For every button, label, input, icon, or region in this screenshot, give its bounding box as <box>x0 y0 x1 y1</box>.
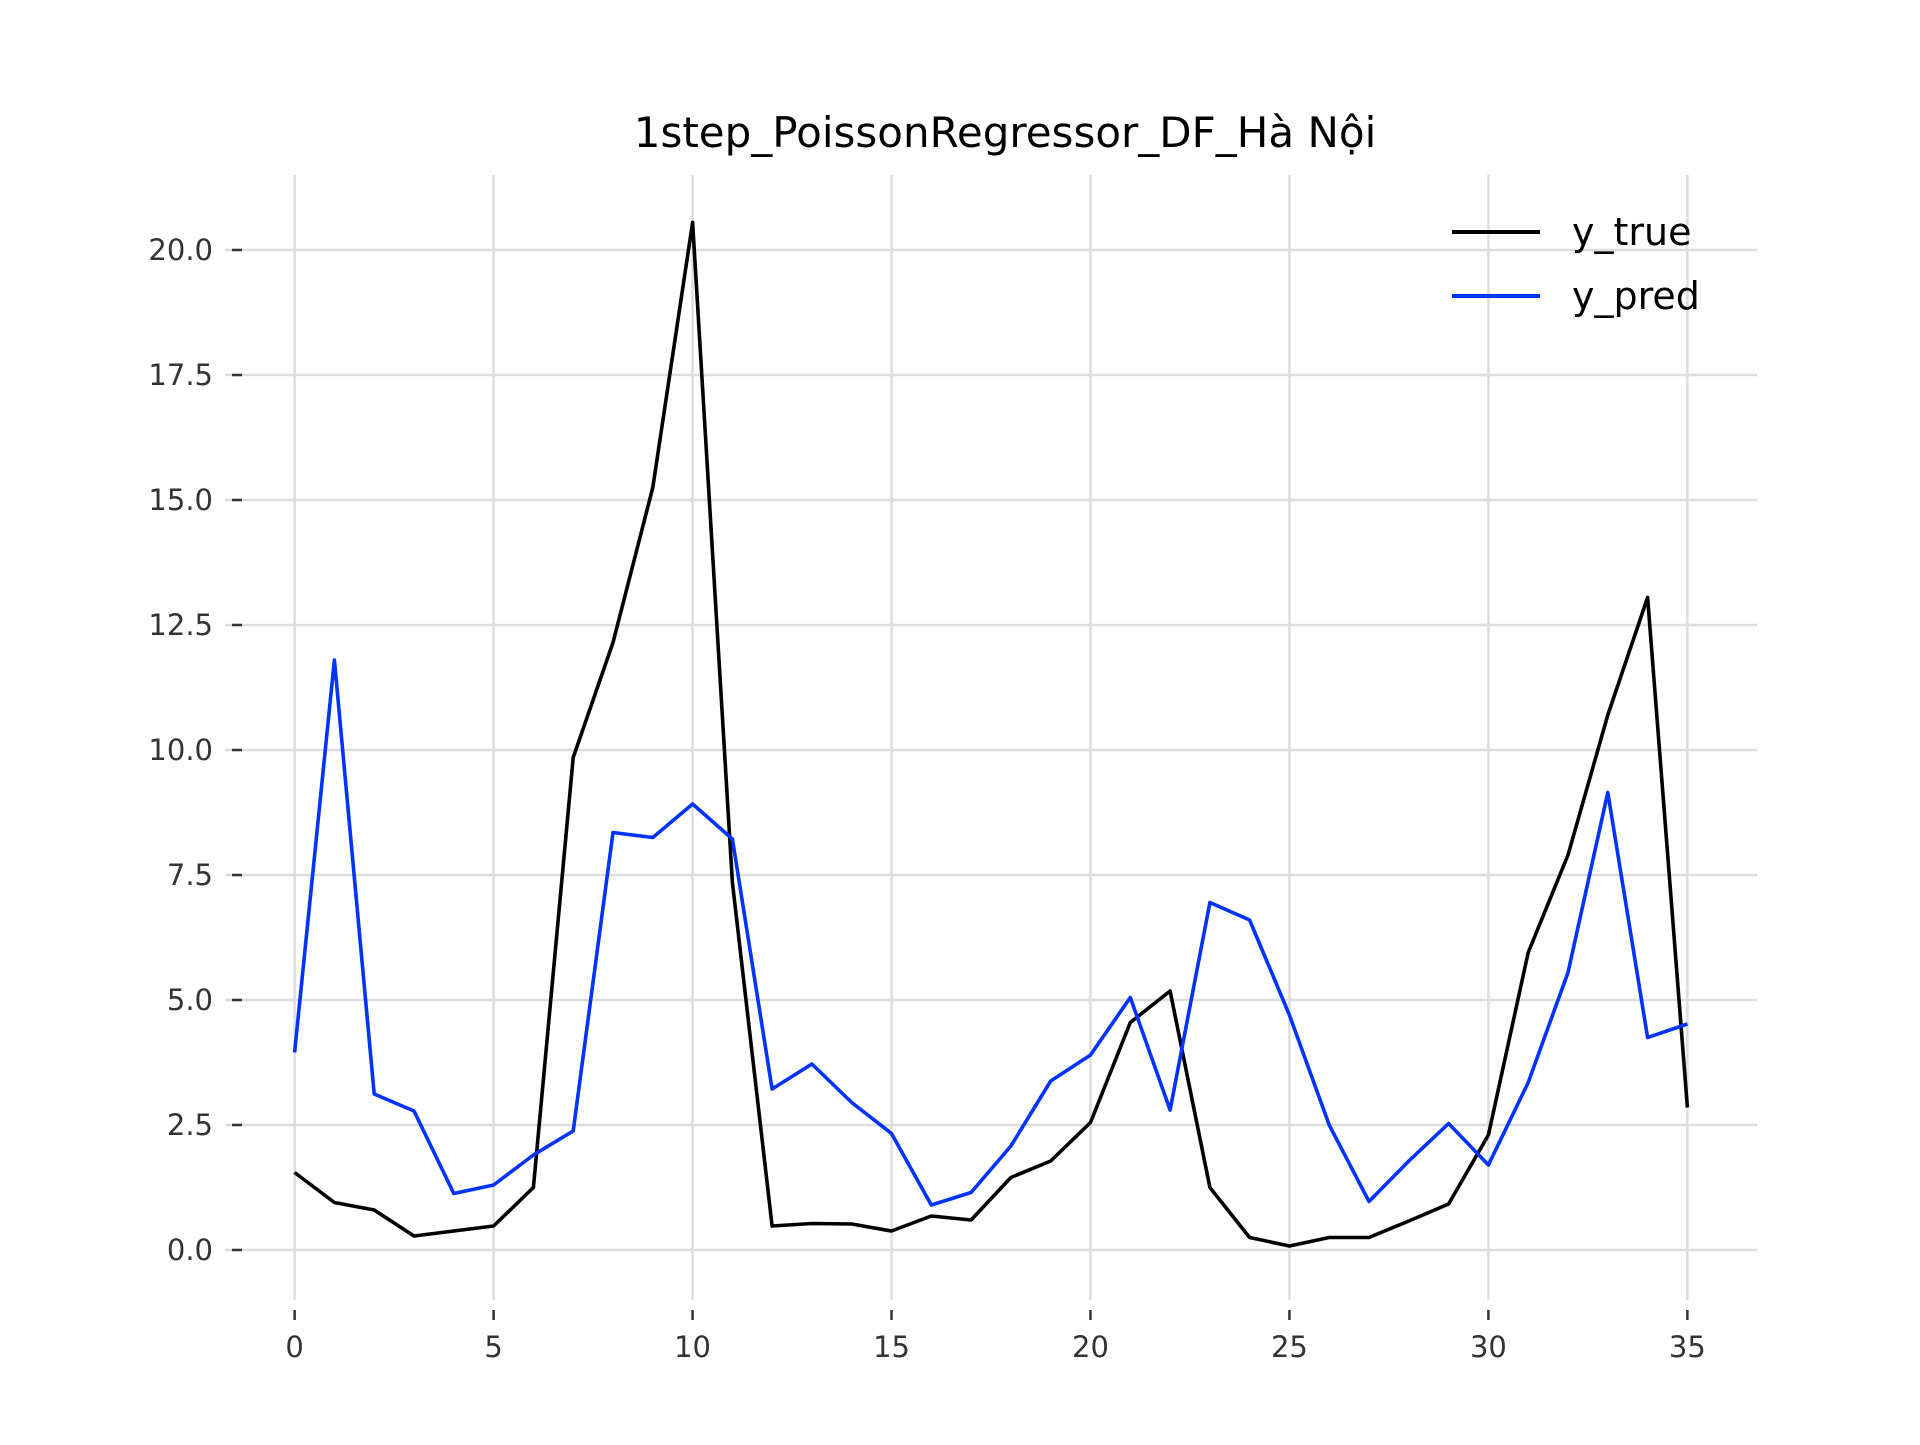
chart-title: 1step_PoissonRegressor_DF_Hà Nội <box>634 108 1377 157</box>
grid <box>225 175 1757 1300</box>
series-lines <box>292 220 1690 1248</box>
x-tick-label: 30 <box>1470 1330 1507 1364</box>
x-tick-label: 10 <box>674 1330 711 1364</box>
x-tick-label: 20 <box>1072 1330 1109 1364</box>
y-tick-label: 10.0 <box>148 733 213 767</box>
y-tick-label: 7.5 <box>167 858 213 892</box>
x-tick-label: 15 <box>873 1330 910 1364</box>
legend-label-y-pred: y_pred <box>1572 274 1700 318</box>
series-line-y-true <box>293 220 1690 1248</box>
y-tick-label: 5.0 <box>167 983 213 1017</box>
x-tick-label: 0 <box>285 1330 303 1364</box>
axis-ticks: 0 5 10 15 20 25 30 35 0.0 2.5 5.0 7.5 10.0 12.5 15.0 17… <box>148 233 1705 1364</box>
legend-label-y-true: y_true <box>1572 210 1691 254</box>
y-tick-label: 17.5 <box>148 358 213 392</box>
series-line-y-pred <box>292 658 1688 1207</box>
legend: y_true y_pred <box>1452 210 1700 318</box>
x-tick-label: 5 <box>484 1330 502 1364</box>
y-tick-label: 15.0 <box>148 483 213 517</box>
y-tick-label: 12.5 <box>148 608 213 642</box>
x-tick-label: 35 <box>1669 1330 1706 1364</box>
y-tick-label: 20.0 <box>148 233 213 267</box>
y-tick-label: 2.5 <box>167 1108 213 1142</box>
x-tick-label: 25 <box>1271 1330 1308 1364</box>
y-tick-label: 0.0 <box>167 1233 213 1267</box>
